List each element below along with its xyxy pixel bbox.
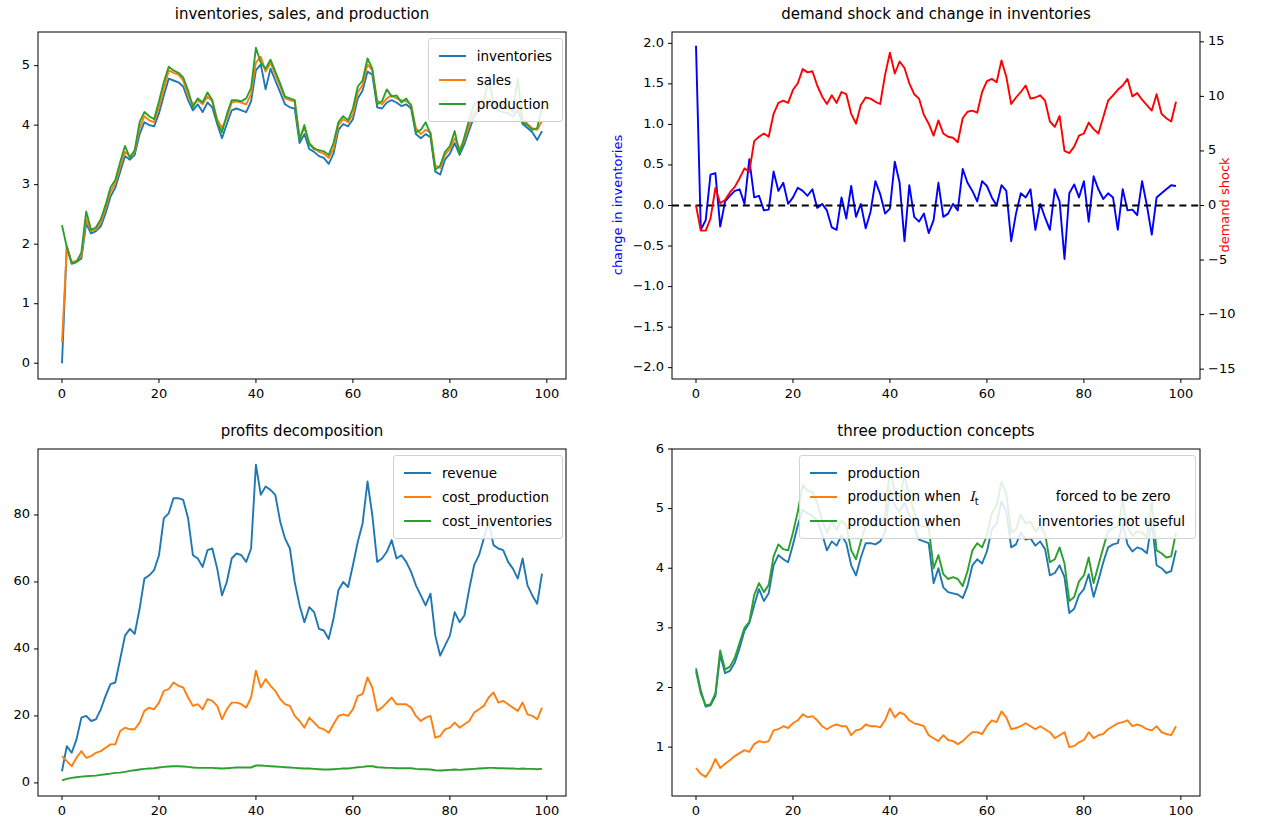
- legend-entry: cost_production: [404, 485, 552, 509]
- legend-line-swatch: [404, 520, 431, 523]
- legend-label: production: [477, 96, 550, 112]
- x-tick-label: 80: [442, 803, 459, 818]
- x-tick-label: 100: [1168, 386, 1193, 401]
- legend-entry: revenue: [404, 461, 552, 485]
- x-tick-label: 0: [58, 803, 66, 818]
- y-tick-label: 4: [656, 560, 664, 575]
- y-tick-label: 1: [656, 739, 664, 754]
- legend-line-swatch: [810, 472, 837, 475]
- legend-entry: production when It forced to be zero: [810, 485, 1185, 509]
- legend: revenue cost_production cost_inventories: [393, 455, 563, 539]
- x-tick-label: 60: [345, 386, 362, 401]
- y-tick-label: 2: [656, 679, 664, 694]
- legend-label: revenue: [442, 465, 497, 481]
- y-tick-label: 60: [13, 573, 30, 588]
- left-y-axis-label: change in inventories: [610, 135, 625, 276]
- chart-profits-decomposition: profits decomposition 020406080100020406…: [0, 417, 634, 834]
- y-tick-label: 40: [13, 640, 30, 655]
- y-tick-label: −2.0: [634, 359, 664, 374]
- y-tick-label: 1: [22, 295, 30, 310]
- legend-entry: production when inventories not useful: [810, 509, 1185, 533]
- series-cost_production: [62, 671, 542, 767]
- y-tick-label: −1.0: [634, 278, 664, 293]
- legend-label: production when inventories not useful: [848, 513, 1185, 529]
- chart-demand-shock-change-in-inventories: demand shock and change in inventories c…: [634, 0, 1268, 417]
- legend-label: inventories: [477, 48, 552, 64]
- legend: production production when It forced to b…: [799, 455, 1196, 539]
- x-tick-label: 80: [1076, 386, 1093, 401]
- right-y-tick-label: −10: [1208, 306, 1235, 321]
- legend-line-swatch: [404, 472, 431, 475]
- x-tick-label: 0: [692, 386, 700, 401]
- right-y-tick-label: 10: [1208, 88, 1225, 103]
- x-tick-label: 20: [785, 803, 802, 818]
- legend-label: production when It forced to be zero: [848, 488, 1171, 507]
- x-tick-label: 40: [248, 386, 265, 401]
- y-tick-label: −0.5: [634, 238, 664, 253]
- series-change-in-inventories: [696, 46, 1176, 259]
- y-tick-label: 0.0: [643, 197, 664, 212]
- x-tick-label: 20: [785, 386, 802, 401]
- legend-line-swatch: [404, 496, 431, 499]
- y-tick-label: 6: [656, 441, 664, 456]
- y-tick-label: 5: [656, 500, 664, 515]
- legend-line-swatch: [439, 79, 466, 82]
- legend-entry: inventories: [439, 44, 552, 68]
- right-y-tick-label: 5: [1208, 142, 1216, 157]
- x-tick-label: 80: [1076, 803, 1093, 818]
- x-tick-label: 20: [151, 803, 168, 818]
- y-tick-label: 2: [22, 236, 30, 251]
- y-tick-label: 5: [22, 57, 30, 72]
- right-y-tick-label: −15: [1208, 361, 1235, 376]
- y-tick-label: 3: [22, 176, 30, 191]
- series-production-when-it-forced-to-be-zero: [696, 708, 1176, 777]
- y-tick-label: 80: [13, 506, 30, 521]
- x-tick-label: 20: [151, 386, 168, 401]
- chart-canvas: 0204060801002.01.51.00.50.0−0.5−1.0−1.5−…: [634, 0, 1268, 417]
- chart-inventories-sales-production: inventories, sales, and production 02040…: [0, 0, 634, 417]
- y-tick-label: 3: [656, 619, 664, 634]
- x-tick-label: 60: [979, 386, 996, 401]
- x-tick-label: 80: [442, 386, 459, 401]
- right-y-tick-label: 15: [1208, 33, 1225, 48]
- x-tick-label: 0: [692, 803, 700, 818]
- legend: inventories sales production: [428, 38, 563, 122]
- right-y-tick-label: −5: [1208, 252, 1227, 267]
- y-tick-label: 2.0: [643, 35, 664, 50]
- legend-label: sales: [477, 72, 511, 88]
- y-tick-label: 1.0: [643, 116, 664, 131]
- x-tick-label: 100: [1168, 803, 1193, 818]
- chart-three-production-concepts: three production concepts 02040608010012…: [634, 417, 1268, 834]
- x-tick-label: 100: [534, 386, 559, 401]
- legend-entry: production: [439, 92, 552, 116]
- legend-entry: production: [810, 461, 1185, 485]
- legend-label: cost_production: [442, 489, 549, 505]
- x-tick-label: 100: [534, 803, 559, 818]
- x-tick-label: 40: [882, 803, 899, 818]
- y-tick-label: 0.5: [643, 156, 664, 171]
- legend-line-swatch: [810, 520, 837, 523]
- y-tick-label: 1.5: [643, 75, 664, 90]
- x-tick-label: 60: [345, 803, 362, 818]
- y-tick-label: 4: [22, 117, 30, 132]
- legend-label: production: [848, 465, 921, 481]
- x-tick-label: 0: [58, 386, 66, 401]
- y-tick-label: −1.5: [634, 319, 664, 334]
- x-tick-label: 60: [979, 803, 996, 818]
- legend-entry: cost_inventories: [404, 509, 552, 533]
- x-tick-label: 40: [882, 386, 899, 401]
- legend-line-swatch: [439, 103, 466, 106]
- y-tick-label: 0: [22, 774, 30, 789]
- legend-line-swatch: [439, 55, 466, 58]
- legend-entry: sales: [439, 68, 552, 92]
- x-tick-label: 40: [248, 803, 265, 818]
- legend-label: cost_inventories: [442, 513, 552, 529]
- y-tick-label: 0: [22, 355, 30, 370]
- right-y-tick-label: 0: [1208, 197, 1216, 212]
- matplotlib-figure: inventories, sales, and production 02040…: [0, 0, 1268, 834]
- legend-line-swatch: [810, 496, 837, 499]
- y-tick-label: 20: [13, 707, 30, 722]
- series-cost_inventories: [62, 766, 542, 781]
